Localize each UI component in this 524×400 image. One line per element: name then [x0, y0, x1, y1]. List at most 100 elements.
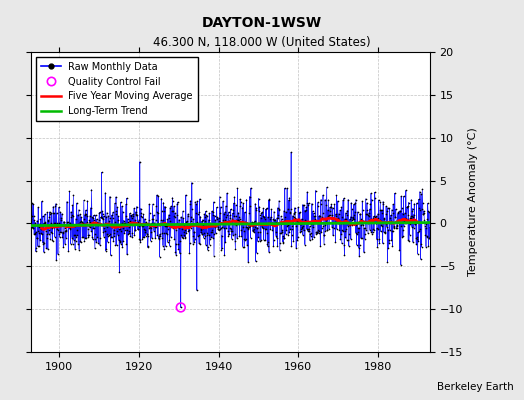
Point [217, 232, 226, 239]
Point [84, 226, 92, 232]
Point [294, 204, 302, 210]
Point [348, 214, 357, 220]
Point [159, 199, 168, 206]
Point [196, 229, 205, 236]
Point [372, 220, 380, 226]
Point [34, 204, 42, 210]
Point [421, 225, 430, 231]
Point [137, 210, 145, 217]
Point [178, 226, 186, 232]
Point [170, 236, 179, 242]
Point [390, 223, 399, 230]
Point [178, 221, 187, 228]
Point [232, 213, 241, 219]
Point [371, 195, 379, 202]
Point [216, 210, 224, 216]
Point [180, 222, 189, 228]
Point [43, 209, 51, 216]
Point [161, 223, 169, 229]
Point [385, 205, 394, 212]
Point [137, 213, 146, 219]
Point [66, 226, 74, 232]
Point [29, 201, 38, 208]
Point [227, 228, 235, 234]
Point [241, 236, 249, 243]
Point [286, 209, 294, 216]
Point [297, 224, 305, 230]
Point [94, 222, 102, 228]
Point [287, 206, 295, 212]
Point [418, 244, 426, 250]
Point [104, 213, 113, 219]
Point [418, 186, 427, 192]
Point [292, 223, 300, 229]
Point [92, 220, 100, 226]
Point [162, 223, 171, 230]
Point [121, 220, 129, 226]
Point [181, 234, 189, 240]
Point [79, 220, 88, 227]
Point [346, 214, 355, 220]
Point [79, 234, 88, 240]
Point [85, 219, 94, 226]
Point [373, 236, 381, 242]
Point [273, 243, 281, 249]
Point [97, 215, 106, 221]
Point [303, 189, 311, 195]
Point [424, 243, 432, 249]
Point [318, 214, 326, 220]
Point [254, 234, 263, 240]
Point [246, 234, 255, 241]
Point [362, 226, 370, 233]
Point [322, 184, 331, 190]
Point [151, 223, 159, 229]
Point [34, 243, 42, 250]
Text: Berkeley Earth: Berkeley Earth [437, 382, 514, 392]
Point [259, 225, 267, 232]
Point [256, 229, 265, 235]
Point [354, 225, 363, 231]
Point [71, 246, 79, 252]
Point [281, 230, 290, 237]
Point [229, 207, 237, 213]
Point [147, 228, 156, 235]
Point [344, 237, 353, 243]
Point [305, 228, 313, 235]
Point [253, 250, 261, 256]
Point [417, 190, 425, 197]
Point [288, 232, 296, 238]
Point [57, 216, 65, 223]
Point [214, 215, 223, 221]
Point [247, 220, 255, 227]
Point [71, 223, 80, 229]
Point [239, 228, 248, 234]
Point [377, 207, 385, 213]
Point [412, 241, 420, 247]
Point [264, 239, 272, 246]
Point [52, 200, 60, 207]
Point [234, 217, 242, 224]
Point [96, 214, 105, 221]
Point [75, 246, 83, 253]
Point [260, 214, 268, 220]
Point [332, 192, 341, 199]
Point [193, 211, 202, 218]
Point [161, 243, 170, 250]
Point [342, 226, 351, 233]
Point [266, 220, 274, 226]
Point [375, 236, 383, 242]
Point [43, 246, 52, 252]
Point [174, 241, 182, 247]
Point [59, 229, 67, 236]
Point [257, 210, 266, 216]
Point [211, 217, 220, 223]
Point [195, 241, 204, 247]
Point [320, 232, 329, 238]
Point [257, 237, 265, 243]
Point [107, 212, 116, 218]
Point [345, 230, 353, 237]
Point [420, 210, 428, 216]
Point [316, 219, 324, 225]
Point [301, 207, 310, 214]
Point [70, 223, 79, 229]
